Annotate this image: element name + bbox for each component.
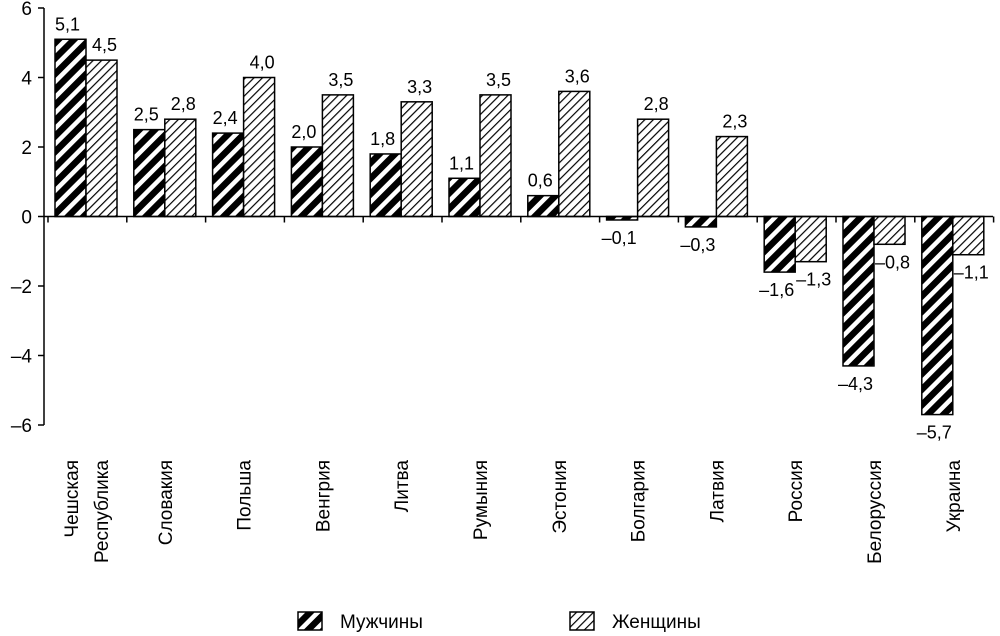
data-label: –1,1 [954, 263, 989, 283]
bar-men [763, 215, 796, 273]
bar-women [636, 118, 670, 218]
data-label: 2,8 [644, 94, 669, 114]
bar-men [448, 177, 481, 218]
legend: Мужчины Женщины [297, 611, 701, 633]
category-label: Украина [944, 460, 965, 533]
category-label: Эстония [550, 460, 571, 534]
category-label: Россия [786, 460, 807, 522]
y-axis: 6 4 2 0 –2 –4 –6 [11, 0, 45, 437]
bar-women [558, 90, 591, 218]
y-tick-label: –4 [11, 347, 33, 368]
data-label: –1,6 [759, 280, 794, 300]
bar-men [290, 146, 324, 218]
data-label: 2,3 [722, 112, 747, 132]
category-label: Латвия [707, 460, 728, 522]
data-label: 5,1 [55, 14, 80, 34]
data-label: –4,3 [838, 374, 873, 394]
legend-swatch-women [569, 611, 595, 631]
data-label: –5,7 [917, 423, 952, 443]
bar-women [321, 94, 355, 218]
data-label: 3,5 [328, 70, 353, 90]
data-label: 3,6 [565, 66, 590, 86]
data-label: 2,4 [213, 108, 238, 128]
data-label: 2,8 [171, 94, 196, 114]
y-tick-label: 0 [21, 208, 32, 229]
bar-women [794, 215, 827, 263]
bar-women [479, 94, 512, 218]
data-label: 3,5 [486, 70, 511, 90]
y-tick-label: –2 [11, 277, 32, 298]
bar-men [921, 215, 954, 416]
data-label: 4,5 [92, 35, 117, 55]
data-label: 1,1 [449, 153, 474, 173]
x-axis [44, 215, 995, 223]
category-label: Республика [92, 460, 113, 563]
y-tick-label: 4 [21, 69, 32, 90]
y-tick-label: –6 [11, 416, 32, 437]
data-label: 3,3 [407, 77, 432, 97]
legend-label-men: Мужчины [340, 612, 423, 633]
bar-men [527, 194, 560, 218]
data-label: –1,3 [796, 270, 831, 290]
bar-women [242, 76, 276, 218]
category-label: Венгрия [313, 460, 334, 532]
y-tick-label: 2 [21, 138, 32, 159]
data-label: 2,5 [134, 105, 159, 125]
legend-swatch-men [297, 611, 323, 631]
bars [54, 38, 985, 416]
category-label: Болгария [629, 460, 650, 542]
bar-women [715, 135, 749, 218]
category-label: Чешская [62, 460, 83, 538]
bar-women [400, 101, 433, 218]
bar-men [133, 128, 166, 218]
data-label: –0,1 [602, 228, 637, 248]
category-labels: Чешская Республика Словакия Польша Венгрия Ли… [62, 460, 965, 564]
data-label: –0,8 [875, 252, 910, 272]
data-labels: 5,1 4,5 2,5 2,8 2,4 4,0 2,0 3,5 1,8 3,3 1,1 3,5 0,6 3… [55, 14, 989, 442]
bar-women [164, 118, 197, 218]
data-label: 0,6 [528, 171, 553, 191]
data-label: –0,3 [680, 235, 715, 255]
bar-men [842, 215, 875, 367]
data-label: 4,0 [250, 53, 275, 73]
category-label: Литва [392, 460, 413, 513]
category-label: Румыния [471, 460, 492, 540]
category-label: Словакия [156, 460, 177, 545]
data-label: 1,8 [370, 129, 395, 149]
category-label: Польша [235, 460, 256, 531]
category-label: Белоруссия [865, 460, 886, 564]
bar-men [211, 132, 245, 218]
bar-women [85, 59, 118, 218]
bar-women [873, 215, 906, 246]
bar-women [952, 215, 985, 256]
bar-men [369, 153, 402, 218]
bar-men [684, 215, 718, 228]
y-tick-label: 6 [21, 0, 32, 20]
bar-men [54, 38, 87, 218]
data-label: 2,0 [291, 122, 316, 142]
legend-label-women: Женщины [612, 612, 701, 633]
